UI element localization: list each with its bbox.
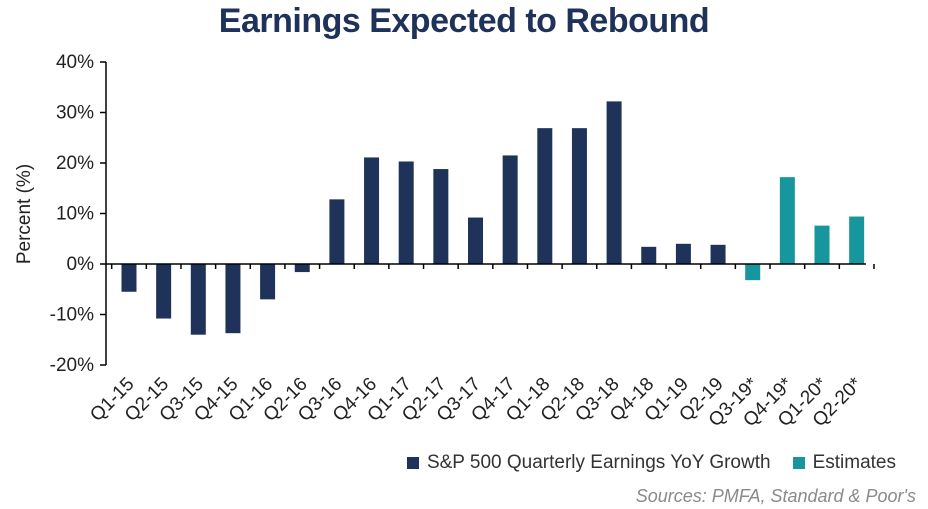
bar-Q3-16 [329,199,345,264]
source-note: Sources: PMFA, Standard & Poor's [635,486,916,506]
bar-Q2-17 [433,169,449,264]
bar-Q4-19* [779,177,795,264]
y-tick-label: 20% [56,153,94,174]
bar-Q4-18 [641,246,657,264]
bar-Q1-16 [260,264,276,300]
chart-title: Earnings Expected to Rebound [218,2,710,40]
y-tick-label: 10% [56,204,94,225]
bar-Q2-20* [849,216,865,264]
bar-Q1-20* [814,225,830,264]
bar-Q4-15 [225,264,241,334]
bar-Q3-15 [190,264,206,335]
bar-Q3-19* [745,264,761,281]
bar-Q1-17 [398,161,414,264]
y-tick-label: 0% [67,254,95,275]
bar-Q4-16 [364,157,380,264]
legend-swatch-actual [406,457,419,469]
bar-Q2-15 [156,264,172,319]
legend-label-estimates: Estimates [812,452,896,473]
legend-swatch-estimates [792,457,805,469]
legend: S&P 500 Quarterly Earnings YoY Growth Es… [385,452,896,474]
y-tick-label: -20% [50,355,94,376]
legend-item-estimates: Estimates [792,452,896,474]
bar-Q2-16 [294,264,310,273]
bar-Q1-15 [121,264,137,292]
y-tick-label: 40% [56,52,94,73]
y-tick-label: 30% [56,103,94,124]
y-tick-label: -10% [50,305,94,326]
legend-label-actual: S&P 500 Quarterly Earnings YoY Growth [426,452,771,473]
bar-Q3-17 [468,217,483,264]
bar-Q2-18 [571,128,587,264]
bar-Q3-18 [606,101,622,264]
bar-Q2-19 [710,244,726,264]
bar-Q1-19 [675,243,691,264]
bar-Q4-17 [502,155,518,264]
y-axis-title: Percent (%) [14,164,35,264]
legend-item-actual: S&P 500 Quarterly Earnings YoY Growth [406,452,771,474]
bar-Q1-18 [537,128,553,264]
